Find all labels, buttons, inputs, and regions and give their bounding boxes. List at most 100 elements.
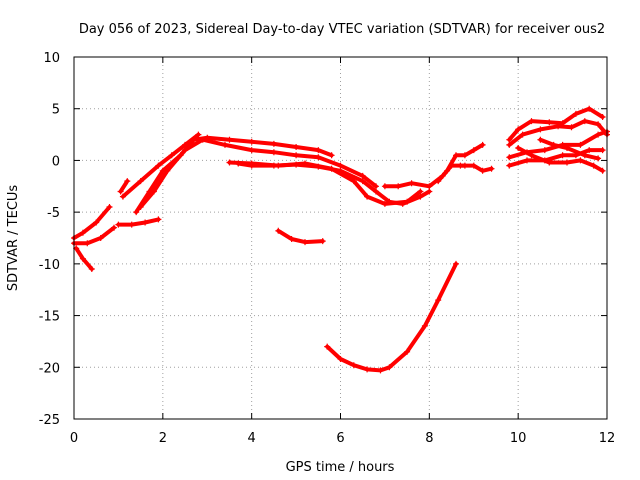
data-point [519, 131, 526, 138]
data-point [381, 200, 388, 207]
data-point [97, 235, 104, 241]
data-point [586, 147, 593, 154]
data-point [288, 236, 295, 242]
data-point [164, 167, 171, 174]
data-point [444, 167, 451, 174]
data-point [293, 152, 300, 159]
data-point [168, 152, 175, 159]
data-point [373, 188, 379, 195]
data-point [128, 221, 135, 228]
data-point [550, 141, 557, 148]
data-point [88, 266, 95, 272]
data-point [595, 121, 602, 128]
grid [74, 57, 607, 419]
data-point [555, 123, 562, 130]
data-point [364, 193, 371, 200]
chart-title: Day 056 of 2023, Sidereal Day-to-day VTE… [79, 22, 605, 37]
x-axis-label: GPS time / hours [286, 460, 395, 475]
x-tick-label: 8 [425, 431, 433, 446]
series-s4 [118, 179, 130, 194]
data-point [408, 180, 415, 187]
series-s6 [134, 135, 334, 215]
y-tick-label: -25 [39, 413, 60, 428]
data-point [315, 147, 322, 154]
data-point [506, 141, 513, 148]
data-point [275, 162, 282, 169]
data-point [324, 343, 331, 350]
data-point [124, 178, 131, 185]
data-point [350, 362, 357, 369]
data-point [453, 260, 459, 267]
data-point [79, 229, 86, 236]
data-point [337, 356, 344, 362]
data-point [248, 138, 255, 145]
data-point [182, 147, 188, 154]
data-point [190, 136, 197, 143]
data-point [417, 188, 424, 195]
series-s5 [120, 132, 201, 199]
data-point [133, 209, 140, 216]
data-point [328, 165, 335, 172]
series-s15 [325, 261, 458, 373]
data-point [302, 239, 308, 246]
data-point [359, 178, 366, 185]
y-tick-label: -5 [47, 206, 60, 221]
data-point [426, 183, 433, 190]
data-point [564, 145, 570, 151]
data-point [319, 238, 326, 245]
data-point [470, 162, 477, 169]
data-point [404, 348, 411, 355]
data-point [435, 297, 442, 304]
data-point [137, 204, 144, 210]
series-s1 [72, 205, 112, 240]
data-point [599, 114, 606, 120]
series-s8 [116, 217, 161, 227]
data-point [479, 141, 486, 148]
data-point [506, 154, 513, 161]
data-point [199, 136, 206, 143]
data-point [524, 157, 530, 164]
data-point [599, 167, 606, 174]
data-point [195, 131, 202, 138]
data-point [142, 219, 149, 226]
data-point [117, 188, 124, 195]
series-s10 [227, 160, 423, 206]
data-point [470, 147, 477, 154]
data-point [350, 178, 357, 185]
data-point [111, 224, 117, 231]
data-point [453, 152, 459, 159]
data-point [595, 155, 602, 162]
data-point [564, 159, 570, 166]
y-axis-label: SDTVAR / TECUs [6, 185, 21, 292]
x-tick-label: 6 [336, 431, 344, 446]
data-point [595, 131, 602, 138]
data-point [328, 152, 335, 159]
y-tick-label: 10 [43, 51, 60, 66]
data-point [581, 152, 588, 159]
data-point [577, 141, 584, 148]
series-s11 [382, 163, 467, 189]
data-point [395, 183, 402, 190]
data-point [275, 227, 282, 234]
data-point [488, 165, 495, 172]
series-s14 [276, 228, 325, 245]
data-point [528, 118, 535, 125]
series-s12 [436, 142, 485, 184]
data-point [377, 367, 384, 374]
data-point [404, 198, 411, 205]
data-point [293, 144, 300, 150]
y-tick-label: -10 [39, 258, 60, 273]
data-point [302, 160, 308, 167]
y-tick-label: 0 [52, 154, 60, 169]
data-point [79, 255, 86, 262]
series-s2 [72, 225, 116, 246]
data-point [106, 204, 113, 210]
data-point [461, 152, 468, 159]
data-point [226, 136, 233, 143]
data-point [150, 188, 157, 195]
x-tick-label: 4 [248, 431, 256, 446]
data-point [537, 126, 544, 133]
data-point [386, 364, 393, 371]
x-tick-label: 10 [510, 431, 527, 446]
data-point [359, 172, 366, 179]
